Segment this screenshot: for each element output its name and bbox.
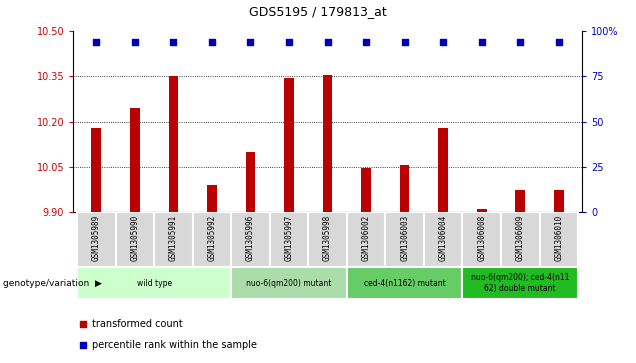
Text: percentile rank within the sample: percentile rank within the sample xyxy=(92,340,258,350)
Text: GSM1306003: GSM1306003 xyxy=(400,215,409,261)
FancyBboxPatch shape xyxy=(231,212,270,267)
Bar xyxy=(169,76,178,212)
Bar xyxy=(361,168,371,212)
Bar xyxy=(515,190,525,212)
Point xyxy=(515,39,525,45)
Point xyxy=(169,39,179,45)
Text: GSM1305989: GSM1305989 xyxy=(92,215,100,261)
Bar xyxy=(130,108,140,212)
Point xyxy=(361,39,371,45)
Text: wild type: wild type xyxy=(137,279,172,287)
Bar xyxy=(245,152,255,212)
FancyBboxPatch shape xyxy=(231,267,347,299)
Point xyxy=(476,39,487,45)
FancyBboxPatch shape xyxy=(154,212,193,267)
Text: nuo-6(qm200) mutant: nuo-6(qm200) mutant xyxy=(246,279,332,287)
FancyBboxPatch shape xyxy=(462,212,501,267)
Bar xyxy=(92,128,101,212)
Point xyxy=(207,39,217,45)
Text: GSM1306002: GSM1306002 xyxy=(362,215,371,261)
FancyBboxPatch shape xyxy=(77,212,116,267)
Bar xyxy=(322,75,333,212)
Point xyxy=(399,39,410,45)
FancyBboxPatch shape xyxy=(539,212,578,267)
Text: GSM1305991: GSM1305991 xyxy=(169,215,178,261)
Bar xyxy=(284,78,294,212)
Text: GSM1305996: GSM1305996 xyxy=(246,215,255,261)
FancyBboxPatch shape xyxy=(347,212,385,267)
Bar xyxy=(477,209,487,212)
Point xyxy=(284,39,294,45)
Text: GSM1305998: GSM1305998 xyxy=(323,215,332,261)
Bar xyxy=(207,185,217,212)
Point xyxy=(91,39,101,45)
Text: GSM1306008: GSM1306008 xyxy=(477,215,486,261)
FancyBboxPatch shape xyxy=(347,267,462,299)
Point xyxy=(78,342,88,348)
Point xyxy=(554,39,564,45)
Point xyxy=(245,39,256,45)
Text: GSM1305997: GSM1305997 xyxy=(284,215,293,261)
Bar xyxy=(400,166,410,212)
Text: GSM1305992: GSM1305992 xyxy=(207,215,216,261)
Text: GDS5195 / 179813_at: GDS5195 / 179813_at xyxy=(249,5,387,19)
Text: transformed count: transformed count xyxy=(92,319,183,329)
Text: ced-4(n1162) mutant: ced-4(n1162) mutant xyxy=(364,279,445,287)
FancyBboxPatch shape xyxy=(308,212,347,267)
FancyBboxPatch shape xyxy=(193,212,231,267)
Point xyxy=(78,322,88,327)
Text: nuo-6(qm200); ced-4(n11
62) double mutant: nuo-6(qm200); ced-4(n11 62) double mutan… xyxy=(471,273,569,293)
Text: GSM1306004: GSM1306004 xyxy=(439,215,448,261)
FancyBboxPatch shape xyxy=(424,212,462,267)
Text: GSM1305990: GSM1305990 xyxy=(130,215,139,261)
FancyBboxPatch shape xyxy=(501,212,539,267)
FancyBboxPatch shape xyxy=(385,212,424,267)
FancyBboxPatch shape xyxy=(270,212,308,267)
Text: genotype/variation  ▶: genotype/variation ▶ xyxy=(3,280,102,288)
Point xyxy=(438,39,448,45)
Point xyxy=(322,39,333,45)
FancyBboxPatch shape xyxy=(116,212,154,267)
Point xyxy=(130,39,140,45)
FancyBboxPatch shape xyxy=(462,267,578,299)
FancyBboxPatch shape xyxy=(77,267,231,299)
Text: GSM1306009: GSM1306009 xyxy=(516,215,525,261)
Bar xyxy=(438,128,448,212)
Text: GSM1306010: GSM1306010 xyxy=(555,215,563,261)
Bar xyxy=(554,190,563,212)
